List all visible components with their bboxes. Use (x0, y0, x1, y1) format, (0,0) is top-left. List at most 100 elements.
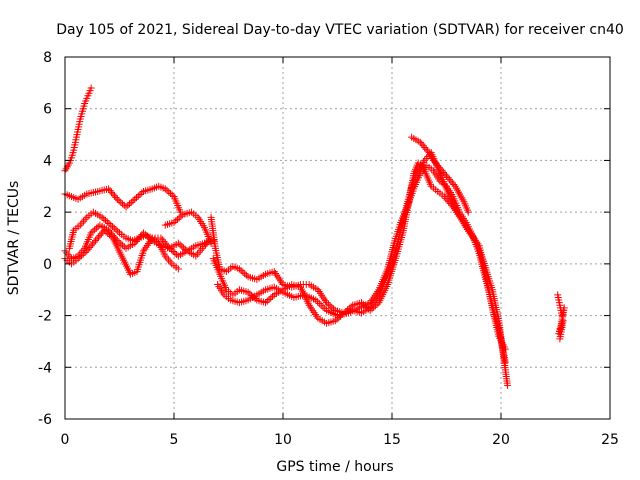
data-point (92, 224, 100, 232)
data-point (444, 174, 452, 182)
y-tick-label: 4 (43, 153, 52, 169)
y-axis-label: SDTVAR / TECUs (6, 181, 22, 296)
data-point (122, 203, 130, 211)
data-point (556, 335, 564, 343)
data-point (326, 302, 334, 310)
data-point (89, 227, 97, 235)
data-point (438, 167, 446, 175)
data-point (113, 237, 121, 245)
data-point (89, 240, 97, 248)
data-point (103, 218, 111, 226)
data-point (136, 191, 144, 199)
data-point (160, 237, 168, 245)
data-point (443, 172, 450, 180)
data-point (146, 235, 154, 243)
data-point (165, 188, 173, 196)
data-point (441, 170, 449, 178)
data-point (167, 190, 175, 198)
data-point (368, 305, 376, 313)
y-tick-label: -6 (38, 412, 52, 428)
data-point (432, 160, 440, 168)
data-point (323, 299, 331, 307)
x-tick-label: 15 (383, 432, 401, 448)
data-point (431, 158, 439, 166)
data-point (109, 190, 117, 198)
data-point (366, 306, 374, 314)
data-point (90, 238, 98, 246)
data-point (314, 298, 322, 306)
data-point (107, 221, 115, 229)
data-point (117, 198, 125, 206)
data-point (115, 197, 123, 205)
data-point (91, 226, 99, 234)
data-point (180, 244, 188, 252)
data-point (110, 233, 118, 241)
x-tick-label: 0 (61, 432, 70, 448)
data-point (370, 303, 378, 311)
chart-title: Day 105 of 2021, Sidereal Day-to-day VTE… (56, 22, 624, 38)
data-point (86, 243, 94, 251)
data-point (173, 215, 181, 223)
data-point (131, 195, 139, 203)
data-point (96, 231, 104, 239)
x-tick-label: 5 (170, 432, 179, 448)
data-point (445, 175, 453, 183)
axes: 0 5 10 15 20 25 -6 -4 -2 0 2 4 6 8 (38, 50, 619, 448)
data-point (265, 296, 273, 304)
data-point (419, 142, 427, 150)
data-point (87, 84, 95, 92)
x-tick-label: 10 (274, 432, 292, 448)
data-point (112, 235, 120, 243)
data-point (126, 200, 134, 208)
data-point (263, 297, 271, 305)
data-point (447, 177, 455, 185)
data-point (421, 144, 429, 151)
data-point (119, 241, 127, 249)
data-point (171, 249, 179, 257)
data-point (132, 237, 140, 245)
data-point (143, 232, 151, 240)
data-point (429, 156, 437, 164)
y-tick-label: -4 (38, 360, 52, 376)
data-point (312, 296, 320, 304)
data-point (443, 196, 451, 204)
data-point (437, 165, 445, 173)
series-arc10 (408, 133, 472, 216)
data-point (328, 303, 336, 311)
data-point (177, 212, 185, 220)
data-point (124, 201, 132, 209)
data-point (135, 234, 143, 242)
data-point (87, 229, 95, 237)
data-point (119, 200, 127, 208)
data-point (450, 181, 458, 189)
data-point (106, 187, 114, 195)
data-point (501, 358, 509, 366)
data-point (141, 230, 149, 238)
data-point (161, 185, 169, 193)
y-tick-label: 8 (43, 50, 52, 66)
series-arc9 (214, 162, 509, 366)
data-point (158, 236, 166, 244)
data-point (445, 198, 453, 206)
data-point (321, 305, 329, 313)
data-point (178, 242, 186, 250)
data-point (109, 223, 117, 231)
data-point (440, 168, 448, 176)
data-point (235, 265, 243, 273)
data-point (241, 270, 249, 278)
data-point (317, 301, 325, 309)
data-point (145, 233, 153, 241)
data-point (175, 214, 183, 222)
x-tick-label: 20 (492, 432, 510, 448)
data-point (117, 240, 125, 248)
data-point (371, 302, 379, 310)
data-point (269, 292, 277, 300)
data-point (92, 237, 100, 245)
data-point (207, 239, 215, 247)
data-point (239, 268, 247, 276)
data-point (139, 229, 147, 237)
data-point (127, 198, 135, 206)
data-point (267, 294, 275, 302)
data-point (157, 234, 165, 242)
data-point (115, 238, 123, 246)
